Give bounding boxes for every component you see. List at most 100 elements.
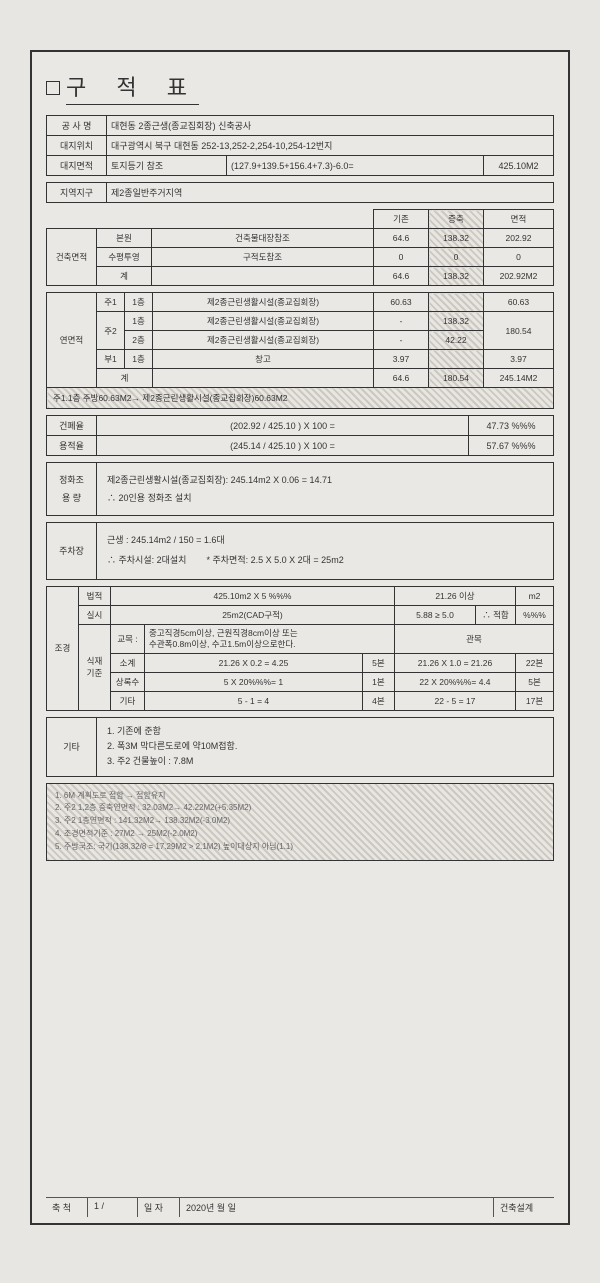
- cell: 21.26 X 1.0 = 21.26: [394, 653, 515, 672]
- footer-cell: 축 척: [46, 1198, 88, 1217]
- group-label: 조경: [47, 586, 79, 710]
- septic-table: 정화조 용 량 제2종근린생활시설(종교집회장): 245.14m2 X 0.0…: [46, 462, 554, 516]
- cell: 5 - 1 = 4: [145, 691, 363, 710]
- cell: 구적도참조: [152, 248, 374, 267]
- septic-content: 제2종근린생활시설(종교집회장): 245.14m2 X 0.06 = 14.7…: [97, 463, 554, 516]
- cell: 3.97: [374, 350, 429, 369]
- cell: 60.63: [484, 293, 554, 312]
- cell: 138.32: [429, 267, 484, 286]
- cell: 제2종근린생활시설(종교집회장): [153, 312, 374, 331]
- cell: ∴ 적합: [476, 605, 516, 624]
- row-label: 용적율: [47, 436, 97, 456]
- cell: 202.92: [484, 229, 554, 248]
- text-line: 2. 폭3M 막다른도로에 약10M접함.: [107, 739, 543, 754]
- cell: m2: [516, 586, 554, 605]
- cell: 5.88 ≥ 5.0: [394, 605, 475, 624]
- col-header: 기존: [374, 210, 429, 229]
- cell: 주2: [97, 312, 125, 350]
- text-line: ∴ 주차시설: 2대설치 * 주차면적: 2.5 X 5.0 X 2대 = 25…: [107, 551, 543, 571]
- cell: 수평투영: [97, 248, 152, 267]
- tree-label: 식재 기준: [79, 624, 111, 710]
- row-label: 대지면적: [47, 156, 107, 176]
- text-span: ∴ 주차시설: 2대설치: [107, 555, 186, 565]
- cell: 138.32: [429, 229, 484, 248]
- cell: 1본: [362, 672, 394, 691]
- cell: 202.92M2: [484, 267, 554, 286]
- group-label: 연면적: [47, 293, 97, 388]
- row-value: (127.9+139.5+156.4+7.3)-6.0=: [227, 156, 484, 176]
- cell: [429, 350, 484, 369]
- footer-cell: 건축설계: [494, 1198, 554, 1217]
- cell: 법적: [79, 586, 111, 605]
- cell: [152, 267, 374, 286]
- cell: 42.22: [429, 331, 484, 350]
- cell: 주1: [97, 293, 125, 312]
- formula: (202.92 / 425.10 ) X 100 =: [97, 416, 469, 436]
- landscape-table: 조경 법적 425.10m2 X 5 %%% 21.26 이상 m2 실시 25…: [46, 586, 554, 711]
- checkbox-icon: [46, 81, 60, 95]
- row-value: 425.10M2: [484, 156, 554, 176]
- document-page: 구 적 표 공 사 명 대현동 2종근생(종교집회장) 신축공사 대지위치 대구…: [30, 50, 570, 1225]
- text-line: 3. 주2 건물높이 : 7.8M: [107, 754, 543, 769]
- text-line: 2. 주2 1,2층 증축연면적 : 32.03M2→ 42.22M2(+5.3…: [55, 802, 545, 815]
- text-line: 근생 : 245.14m2 / 150 = 1.6대: [107, 531, 543, 551]
- row-label: 건폐율: [47, 416, 97, 436]
- cell: 소계: [111, 653, 145, 672]
- cell: 138.32: [429, 312, 484, 331]
- text-line: 4. 조경면적기준 : 27M2 → 25M2(-2.0M2): [55, 828, 545, 841]
- cell: 22본: [516, 653, 554, 672]
- header-table: 공 사 명 대현동 2종근생(종교집회장) 신축공사 대지위치 대구광역시 북구…: [46, 115, 554, 176]
- cell: 5본: [362, 653, 394, 672]
- col-header: 면적: [484, 210, 554, 229]
- cell: 기타: [111, 691, 145, 710]
- row-value: 대현동 2종근생(종교집회장) 신축공사: [107, 116, 554, 136]
- cell: 0: [484, 248, 554, 267]
- text-line: 5. 주방국조: 국기(138.32/8 = 17.29M2 > 2.1M2) …: [55, 841, 545, 854]
- cell: 21.26 X 0.2 = 4.25: [145, 653, 363, 672]
- cell: -: [374, 331, 429, 350]
- cell: 제2종근린생활시설(종교집회장): [153, 293, 374, 312]
- zone-value: 제2종일반주거지역: [107, 183, 554, 203]
- bottom-notes: 1. 6M 계획도로 접함 → 접함유지 2. 주2 1,2층 증축연면적 : …: [46, 783, 554, 861]
- cell: 60.63: [374, 293, 429, 312]
- footer-cell: 2020년 월 일: [180, 1198, 494, 1217]
- zone-label: 지역지구: [47, 183, 107, 203]
- row-label: 대지위치: [47, 136, 107, 156]
- cell: 계: [97, 267, 152, 286]
- cell: 25m2(CAD구적): [111, 605, 395, 624]
- cell: 5본: [516, 672, 554, 691]
- page-title: 구 적 표: [66, 70, 199, 105]
- cell: 1층: [125, 350, 153, 369]
- cell: 1층: [125, 293, 153, 312]
- parking-content: 근생 : 245.14m2 / 150 = 1.6대 ∴ 주차시설: 2대설치 …: [97, 523, 554, 580]
- hatch-note: 주1.1층 주방60.63M2→ 제2종근린생활시설(종교집회장)60.63M2: [47, 388, 554, 409]
- result: 47.73 %%%: [469, 416, 554, 436]
- etc-content: 1. 기존에 준함 2. 폭3M 막다른도로에 약10M접함. 3. 주2 건물…: [97, 717, 554, 776]
- cell: 1층: [125, 312, 153, 331]
- cell: 64.6: [374, 229, 429, 248]
- cell: 중고직경5cm이상, 근원직경8cm이상 또는 수관폭0.8m이상, 수고1.5…: [145, 624, 395, 653]
- row-value: 토지등기 참조: [107, 156, 227, 176]
- result: 57.67 %%%: [469, 436, 554, 456]
- col-header: 증축: [429, 210, 484, 229]
- cell: 425.10m2 X 5 %%%: [111, 586, 395, 605]
- formula: (245.14 / 425.10 ) X 100 =: [97, 436, 469, 456]
- text-line: ∴ 20인용 정화조 설치: [107, 489, 543, 507]
- text-line: 1. 기존에 준함: [107, 724, 543, 739]
- cell: 0: [374, 248, 429, 267]
- group-label: 기타: [47, 717, 97, 776]
- group-label: 건축면적: [47, 229, 97, 286]
- cell: 22 X 20%%%= 4.4: [394, 672, 515, 691]
- row-value: 대구광역시 북구 대현동 252-13,252-2,254-10,254-12번…: [107, 136, 554, 156]
- cell: 창고: [153, 350, 374, 369]
- cell: 21.26 이상: [394, 586, 515, 605]
- cell: 상록수: [111, 672, 145, 691]
- zone-table: 지역지구 제2종일반주거지역: [46, 182, 554, 203]
- etc-table: 기타 1. 기존에 준함 2. 폭3M 막다른도로에 약10M접함. 3. 주2…: [46, 717, 554, 777]
- group-label: 정화조 용 량: [47, 463, 97, 516]
- cell: 제2종근린생활시설(종교집회장): [153, 331, 374, 350]
- text-line: 제2종근린생활시설(종교집회장): 245.14m2 X 0.06 = 14.7…: [107, 471, 543, 489]
- cell: -: [374, 312, 429, 331]
- cell: 180.54: [484, 312, 554, 350]
- footer-row: 축 척 1 / 일 자 2020년 월 일 건축설계: [46, 1197, 554, 1217]
